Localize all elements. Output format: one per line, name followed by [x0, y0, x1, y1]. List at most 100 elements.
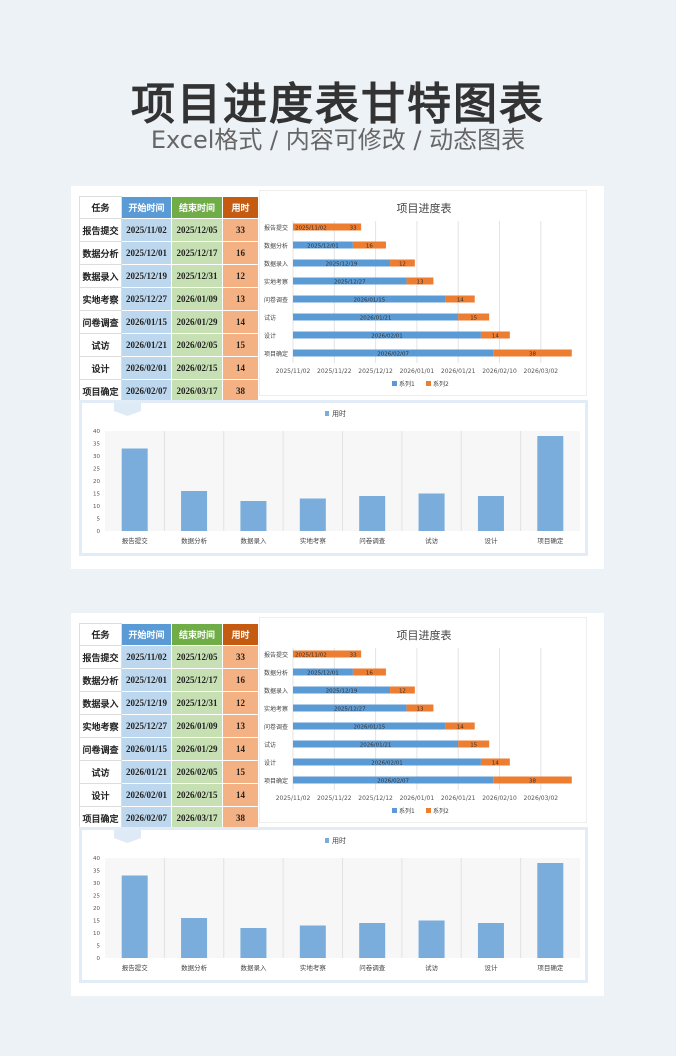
- legend-swatch-series1: [392, 381, 397, 386]
- gantt-bar-duration: [352, 668, 386, 676]
- table-row-cell[interactable]: 报告提交: [79, 218, 122, 242]
- table-row-cell[interactable]: 2026/02/01: [121, 783, 172, 807]
- gantt-xtick: 2025/11/02: [276, 795, 311, 802]
- table-row-cell[interactable]: 13: [222, 287, 259, 311]
- table-row-cell[interactable]: 16: [222, 668, 259, 692]
- bar-ytick: 30: [93, 881, 100, 887]
- table-row-cell[interactable]: 实地考察: [79, 714, 122, 738]
- table-row-cell[interactable]: 问卷调查: [79, 737, 122, 761]
- table-header-cell[interactable]: 用时: [222, 196, 259, 219]
- table-row-cell[interactable]: 设计: [79, 783, 122, 807]
- table-row-cell[interactable]: 2026/01/21: [121, 333, 172, 357]
- gantt-start-label: 2025/11/02: [295, 226, 327, 232]
- table-row-cell[interactable]: 2026/02/01: [121, 356, 172, 380]
- gantt-bar-start: [293, 241, 353, 249]
- table-row-cell[interactable]: 实地考察: [79, 287, 122, 311]
- gantt-duration-label: 15: [470, 743, 477, 749]
- table-header-cell[interactable]: 结束时间: [171, 623, 223, 646]
- gantt-duration-label: 14: [457, 298, 464, 304]
- table-header-cell[interactable]: 开始时间: [121, 196, 172, 219]
- gantt-start-label: 2026/01/15: [354, 298, 386, 304]
- gantt-xtick: 2025/12/12: [358, 795, 393, 802]
- table-row-cell[interactable]: 14: [222, 310, 259, 334]
- table-header-cell[interactable]: 开始时间: [121, 623, 172, 646]
- table-row-cell[interactable]: 2026/01/21: [121, 760, 172, 784]
- gantt-category-label: 报告提交: [264, 651, 288, 659]
- gantt-bar-start: [293, 704, 407, 712]
- table-row-cell[interactable]: 2025/12/27: [121, 714, 172, 738]
- table-row-cell[interactable]: 2025/12/31: [171, 264, 223, 288]
- table-row-cell[interactable]: 2025/12/17: [171, 668, 223, 692]
- bar-category-label: 问卷调查: [359, 536, 386, 545]
- table-row-cell[interactable]: 2025/12/17: [171, 241, 223, 265]
- table-row-cell[interactable]: 设计: [79, 356, 122, 380]
- table-row-cell[interactable]: 33: [222, 645, 259, 669]
- table-row-cell[interactable]: 试访: [79, 760, 122, 784]
- table-row-cell[interactable]: 2026/01/09: [171, 287, 223, 311]
- table-row-cell[interactable]: 2026/02/15: [171, 783, 223, 807]
- table-row-cell[interactable]: 2026/01/29: [171, 737, 223, 761]
- table-row-cell[interactable]: 项目确定: [79, 806, 122, 830]
- task-table: 任务 开始时间 结束时间 用时报告提交 2025/11/02 2025/12/05 33 数据…: [79, 623, 259, 830]
- table-row-cell[interactable]: 13: [222, 714, 259, 738]
- table-row-cell[interactable]: 数据录入: [79, 264, 122, 288]
- table-row-cell[interactable]: 2026/03/17: [171, 806, 223, 830]
- bar-ytick: 35: [93, 442, 100, 448]
- table-row-cell[interactable]: 2026/02/07: [121, 379, 172, 403]
- table-row-cell[interactable]: 2026/01/15: [121, 737, 172, 761]
- table-row-cell[interactable]: 16: [222, 241, 259, 265]
- table-row-cell[interactable]: 2026/02/07: [121, 806, 172, 830]
- table-header-cell[interactable]: 结束时间: [171, 196, 223, 219]
- bar: [477, 496, 504, 531]
- table-row-cell[interactable]: 14: [222, 783, 259, 807]
- legend-label-series1: 系列1: [399, 380, 415, 388]
- table-row-cell[interactable]: 2025/11/02: [121, 645, 172, 669]
- table-row-cell[interactable]: 2025/12/05: [171, 645, 223, 669]
- gantt-duration-label: 33: [350, 226, 357, 232]
- table-row-cell[interactable]: 12: [222, 264, 259, 288]
- gantt-duration-label: 16: [366, 671, 373, 677]
- table-row-cell[interactable]: 15: [222, 760, 259, 784]
- table-row-cell[interactable]: 试访: [79, 333, 122, 357]
- table-row-cell[interactable]: 14: [222, 356, 259, 380]
- bar: [359, 496, 386, 531]
- table-row-cell[interactable]: 12: [222, 691, 259, 715]
- table-row-cell[interactable]: 2025/12/01: [121, 241, 172, 265]
- table-row-cell[interactable]: 2026/01/15: [121, 310, 172, 334]
- table-row-cell[interactable]: 33: [222, 218, 259, 242]
- table-header: 任务 开始时间 结束时间 用时: [79, 196, 259, 219]
- gantt-start-label: 2025/12/27: [334, 280, 366, 286]
- bar-category-label: 报告提交: [122, 536, 149, 545]
- table-row-cell[interactable]: 2025/12/19: [121, 691, 172, 715]
- table-row-cell[interactable]: 2025/12/01: [121, 668, 172, 692]
- table-row-cell[interactable]: 报告提交: [79, 645, 122, 669]
- table-row-cell[interactable]: 2025/12/19: [121, 264, 172, 288]
- table-header-cell[interactable]: 用时: [222, 623, 259, 646]
- table-row-cell[interactable]: 2025/12/05: [171, 218, 223, 242]
- table-row-cell[interactable]: 数据录入: [79, 691, 122, 715]
- table-row-cell[interactable]: 14: [222, 737, 259, 761]
- gantt-bar-start: [293, 722, 446, 730]
- legend-swatch-series2: [426, 381, 431, 386]
- table-row-cell[interactable]: 2026/01/09: [171, 714, 223, 738]
- page-subtitle: Excel格式 / 内容可修改 / 动态图表: [150, 126, 526, 154]
- table-row-cell[interactable]: 问卷调查: [79, 310, 122, 334]
- table-header-cell[interactable]: 任务: [79, 623, 122, 646]
- bar: [299, 925, 326, 958]
- table-header-cell[interactable]: 任务: [79, 196, 122, 219]
- table-row-cell[interactable]: 2025/11/02: [121, 218, 172, 242]
- table-row-cell[interactable]: 38: [222, 806, 259, 830]
- table-row-cell[interactable]: 2026/02/05: [171, 760, 223, 784]
- table-row-cell[interactable]: 2026/01/29: [171, 310, 223, 334]
- table-row-cell[interactable]: 2026/02/15: [171, 356, 223, 380]
- table-row: 实地考察 2025/12/27 2026/01/09 13: [79, 287, 259, 311]
- bar-category-label: 设计: [484, 536, 498, 545]
- table-row-cell[interactable]: 数据分析: [79, 241, 122, 265]
- table-row-cell[interactable]: 2025/12/27: [121, 287, 172, 311]
- table-row-cell[interactable]: 15: [222, 333, 259, 357]
- gantt-xtick: 2026/03/02: [524, 795, 559, 802]
- table-row-cell[interactable]: 2026/02/05: [171, 333, 223, 357]
- legend-label-series1: 系列1: [399, 807, 415, 815]
- table-row-cell[interactable]: 数据分析: [79, 668, 122, 692]
- table-row-cell[interactable]: 2025/12/31: [171, 691, 223, 715]
